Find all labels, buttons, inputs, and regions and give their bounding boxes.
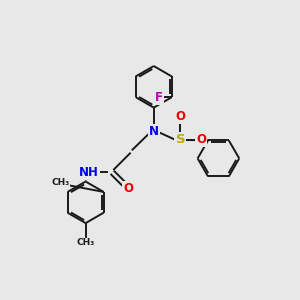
Text: O: O bbox=[123, 182, 133, 195]
Text: F: F bbox=[155, 91, 163, 104]
Text: S: S bbox=[176, 134, 185, 146]
Text: CH₃: CH₃ bbox=[51, 178, 69, 187]
Text: CH₃: CH₃ bbox=[76, 238, 95, 247]
Text: NH: NH bbox=[79, 166, 99, 179]
Text: O: O bbox=[196, 134, 206, 146]
Text: O: O bbox=[175, 110, 185, 123]
Text: N: N bbox=[149, 125, 159, 138]
